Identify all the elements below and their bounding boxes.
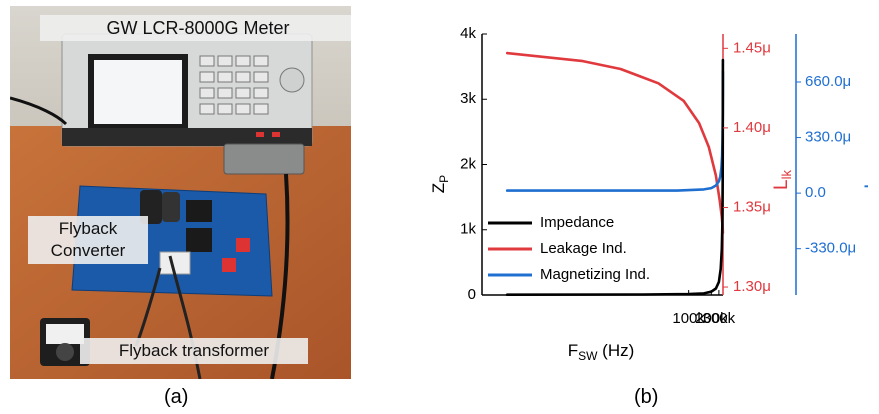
test-leads-box	[223, 143, 305, 175]
y-left-label-sub: P	[437, 175, 451, 183]
series-line-magnetizing-ind	[505, 70, 725, 192]
right-axis-leakage-ticks: 1.30μ 1.35μ 1.40μ 1.45μ	[723, 39, 771, 295]
right-axis-magnetizing-ticks: -330.0μ 0.0 330.0μ 660.0μ	[796, 73, 856, 257]
transformer-label: Flyback transformer	[80, 338, 308, 364]
converter-label-line2: Converter	[50, 241, 126, 260]
photo-illustration	[10, 6, 351, 379]
y-leakage-tick-label: 1.40μ	[733, 119, 771, 136]
y-leakage-tick-label: 1.30μ	[733, 278, 771, 295]
x-axis-label: FSW (Hz)	[568, 341, 635, 363]
x-tick-label: 200k	[695, 310, 728, 327]
y-axis-label-leakage: Llk	[771, 170, 794, 190]
y-leakage-label-main: L	[771, 179, 792, 190]
y-magnetizing-tick-label: 330.0μ	[805, 129, 851, 146]
x-label-unit: (Hz)	[597, 341, 634, 360]
meter-label: GW LCR-8000G Meter	[40, 15, 351, 41]
y-left-tick-label: 0	[468, 286, 476, 303]
series-line-leakage-ind	[505, 51, 725, 235]
converter-board	[71, 185, 273, 297]
x-label-main: F	[568, 341, 578, 360]
y-left-tick-label: 1k	[460, 221, 476, 238]
setup-photo: GW LCR-8000G Meter Flyback Converter Fly…	[10, 6, 351, 379]
y-leakage-label-sub: lk	[779, 170, 794, 180]
cable	[10, 96, 68, 126]
y-leakage-tick-label: 1.45μ	[733, 39, 771, 56]
y-leakage-tick-label: 1.35μ	[733, 198, 771, 215]
y-left-label-main: Z	[429, 183, 448, 193]
y-magnetizing-tick-label: 0.0	[805, 184, 826, 201]
y-left-tick-label: 2k	[460, 155, 476, 172]
legend-entry: Leakage Ind.	[540, 240, 627, 257]
left-axis-ticks: 0 1k 2k 3k 4k	[460, 25, 487, 303]
y-left-tick-label: 4k	[460, 25, 476, 42]
transformer-component	[40, 318, 90, 366]
y-magnetizing-tick-label: -330.0μ	[805, 240, 856, 257]
x-tick-label: 300k	[703, 310, 736, 327]
x-label-sub: SW	[578, 349, 598, 363]
y-axis-label-magnetizing: LM	[862, 167, 868, 188]
y-magnetizing-tick-label: 660.0μ	[805, 73, 851, 90]
caption-panel-a: (a)	[164, 386, 189, 408]
y-magnetizing-label-main: L	[862, 178, 868, 189]
caption-panel-b: (b)	[634, 386, 659, 408]
converter-label: Flyback Converter	[28, 216, 148, 264]
series-layer	[505, 51, 725, 297]
legend-entry: Impedance	[540, 214, 614, 231]
series-line-impedance	[505, 58, 725, 297]
x-tick-label: 100k	[672, 310, 705, 327]
legend-entry: Magnetizing Ind.	[540, 266, 650, 283]
plot-frame	[481, 34, 797, 296]
converter-label-line1: Flyback	[58, 219, 118, 238]
legend: Impedance Leakage Ind. Magnetizing Ind.	[488, 214, 650, 283]
y-left-tick-label: 3k	[460, 90, 476, 107]
lcr-meter	[61, 33, 313, 147]
y-axis-label-left: ZP	[429, 175, 451, 193]
